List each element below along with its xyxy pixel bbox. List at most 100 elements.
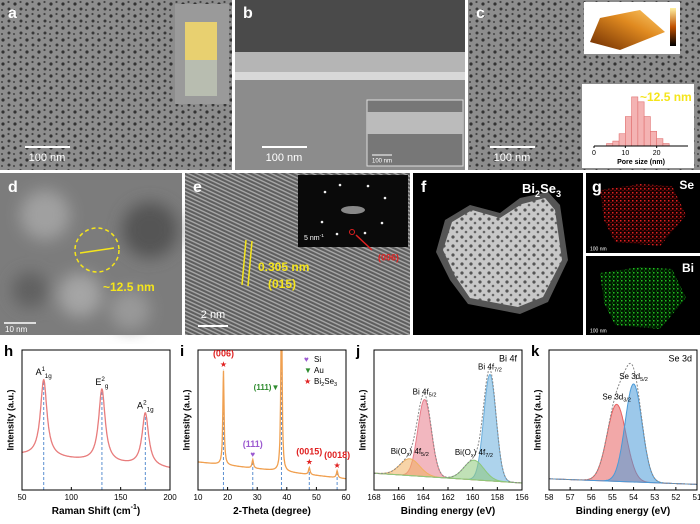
label-part: 3 <box>556 189 561 199</box>
pore-circle <box>74 227 120 273</box>
hist-bar <box>650 130 657 147</box>
label-part: ) 4f <box>474 448 486 457</box>
bi-map <box>600 267 686 329</box>
label-part: Si <box>314 355 321 364</box>
hist-bar <box>612 140 620 147</box>
label-part: x <box>407 452 410 458</box>
scale-label: 100 nm <box>494 152 531 164</box>
pore-size-label: ~12.5 nm <box>103 280 155 294</box>
peak-marker: ★ <box>334 461 341 470</box>
label-part: 2 <box>143 400 147 407</box>
tem-blob <box>58 273 102 317</box>
label-part: Bi <box>314 377 321 386</box>
axes-frame <box>21 349 171 491</box>
peak-label: A11g <box>36 366 53 380</box>
saed-spot <box>380 221 384 225</box>
panel-letter: h <box>4 343 13 360</box>
x-tick-label: 53 <box>650 493 659 502</box>
label-part: 1g <box>45 373 53 380</box>
spectrum-line <box>22 378 170 469</box>
peak-label: Bi(Ox) 4f5/2 <box>391 447 429 458</box>
fit-component <box>374 373 522 484</box>
label-part: Binding energy (eV) <box>576 506 670 517</box>
saed-spot <box>383 196 387 200</box>
photo-sample <box>185 22 217 60</box>
label-part: E <box>95 377 101 387</box>
panel-letter: k <box>531 343 540 360</box>
x-axis-label: Binding energy (eV) <box>576 506 670 517</box>
peak-label: Se 3d5/2 <box>619 372 648 383</box>
x-tick-label: 168 <box>367 493 381 502</box>
panel-letter: d <box>8 179 18 196</box>
saed-spot <box>320 220 324 224</box>
material-label: Bi2Se3 <box>522 181 561 199</box>
x-tick-label: 60 <box>342 493 351 502</box>
afm-colorbar <box>670 8 676 46</box>
scale-label: 100 nm <box>29 152 66 164</box>
label-part: A <box>137 401 143 411</box>
label-part: Se <box>324 377 334 386</box>
label-part: 5 nm <box>304 235 320 242</box>
label-part: Bi <box>522 181 535 196</box>
label-part: Bi(O <box>455 448 471 457</box>
scale-label: 100 nm <box>590 246 607 252</box>
photo-sample <box>185 60 217 96</box>
x-tick-label: 158 <box>491 493 505 502</box>
label-part: ) <box>137 506 140 517</box>
label-part: 5/2 <box>429 393 437 399</box>
sem-interface <box>235 72 465 80</box>
legend-label: Si <box>314 355 321 364</box>
fit-component <box>374 459 522 484</box>
x-axis-label: Binding energy (eV) <box>401 506 495 517</box>
label-part: Bi(O <box>391 447 407 456</box>
label-part: Se 3d <box>602 392 623 401</box>
x-tick-label: 200 <box>163 493 177 502</box>
saed-spot-label: (006) <box>378 252 399 262</box>
label-part: Au <box>314 366 324 375</box>
peak-marker: ★ <box>220 360 227 369</box>
peak-label: Bi(Ox) 4f7/2 <box>455 448 493 459</box>
x-tick-label: 166 <box>392 493 406 502</box>
label-part: (0015) <box>296 447 322 457</box>
y-axis-label: Intensity (a.u.) <box>357 389 367 450</box>
x-tick-label: 50 <box>312 493 321 502</box>
saed-spot <box>335 232 339 236</box>
label-part: Bi 4f <box>413 388 430 397</box>
scale-label: 10 nm <box>5 325 28 334</box>
hist-bar <box>637 101 645 147</box>
panel-letter: e <box>193 179 202 196</box>
peak-label: Bi 4f5/2 <box>413 388 437 399</box>
axes-frame <box>548 349 698 491</box>
label-part: 5/2 <box>640 377 648 383</box>
label-part: 1 <box>42 366 46 373</box>
legend-symbol: ♥ <box>304 355 309 364</box>
x-tick-label: 50 <box>18 493 27 502</box>
scale-label: 100 nm <box>590 328 607 334</box>
label-part: 2 <box>321 382 324 388</box>
flake <box>443 198 562 307</box>
plot-area <box>22 378 170 490</box>
panel-letter: b <box>243 5 253 22</box>
spectrum-line <box>198 350 346 480</box>
x-tick-label: 56 <box>587 493 596 502</box>
peak-marker: ▼ <box>272 383 280 392</box>
label-part: A <box>36 367 42 377</box>
peak-label: (0018) <box>324 450 350 460</box>
spectrum-line <box>549 362 697 485</box>
x-tick-label: 51 <box>693 493 700 502</box>
sem-film <box>235 52 465 72</box>
label-part: (006) <box>213 349 234 359</box>
peak-label: (006) <box>213 349 234 359</box>
hist-bar <box>618 133 626 147</box>
panel-letter: g <box>592 179 602 196</box>
legend-label: Au <box>314 366 324 375</box>
panel-letter: c <box>476 5 485 22</box>
plot-area <box>374 368 522 484</box>
y-axis-label: Intensity (a.u.) <box>532 389 542 450</box>
label-part: (111) <box>254 383 272 392</box>
y-axis-label: Intensity (a.u.) <box>5 389 15 450</box>
label-part: ) 4f <box>409 447 421 456</box>
lattice-line <box>247 240 253 287</box>
label-part: x <box>471 454 474 460</box>
